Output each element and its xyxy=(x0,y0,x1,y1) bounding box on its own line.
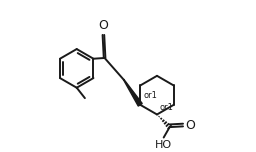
Text: or1: or1 xyxy=(143,91,157,100)
Text: HO: HO xyxy=(154,140,172,150)
Text: O: O xyxy=(185,119,195,131)
Text: O: O xyxy=(99,19,108,32)
Polygon shape xyxy=(124,80,142,106)
Text: or1: or1 xyxy=(160,103,174,112)
